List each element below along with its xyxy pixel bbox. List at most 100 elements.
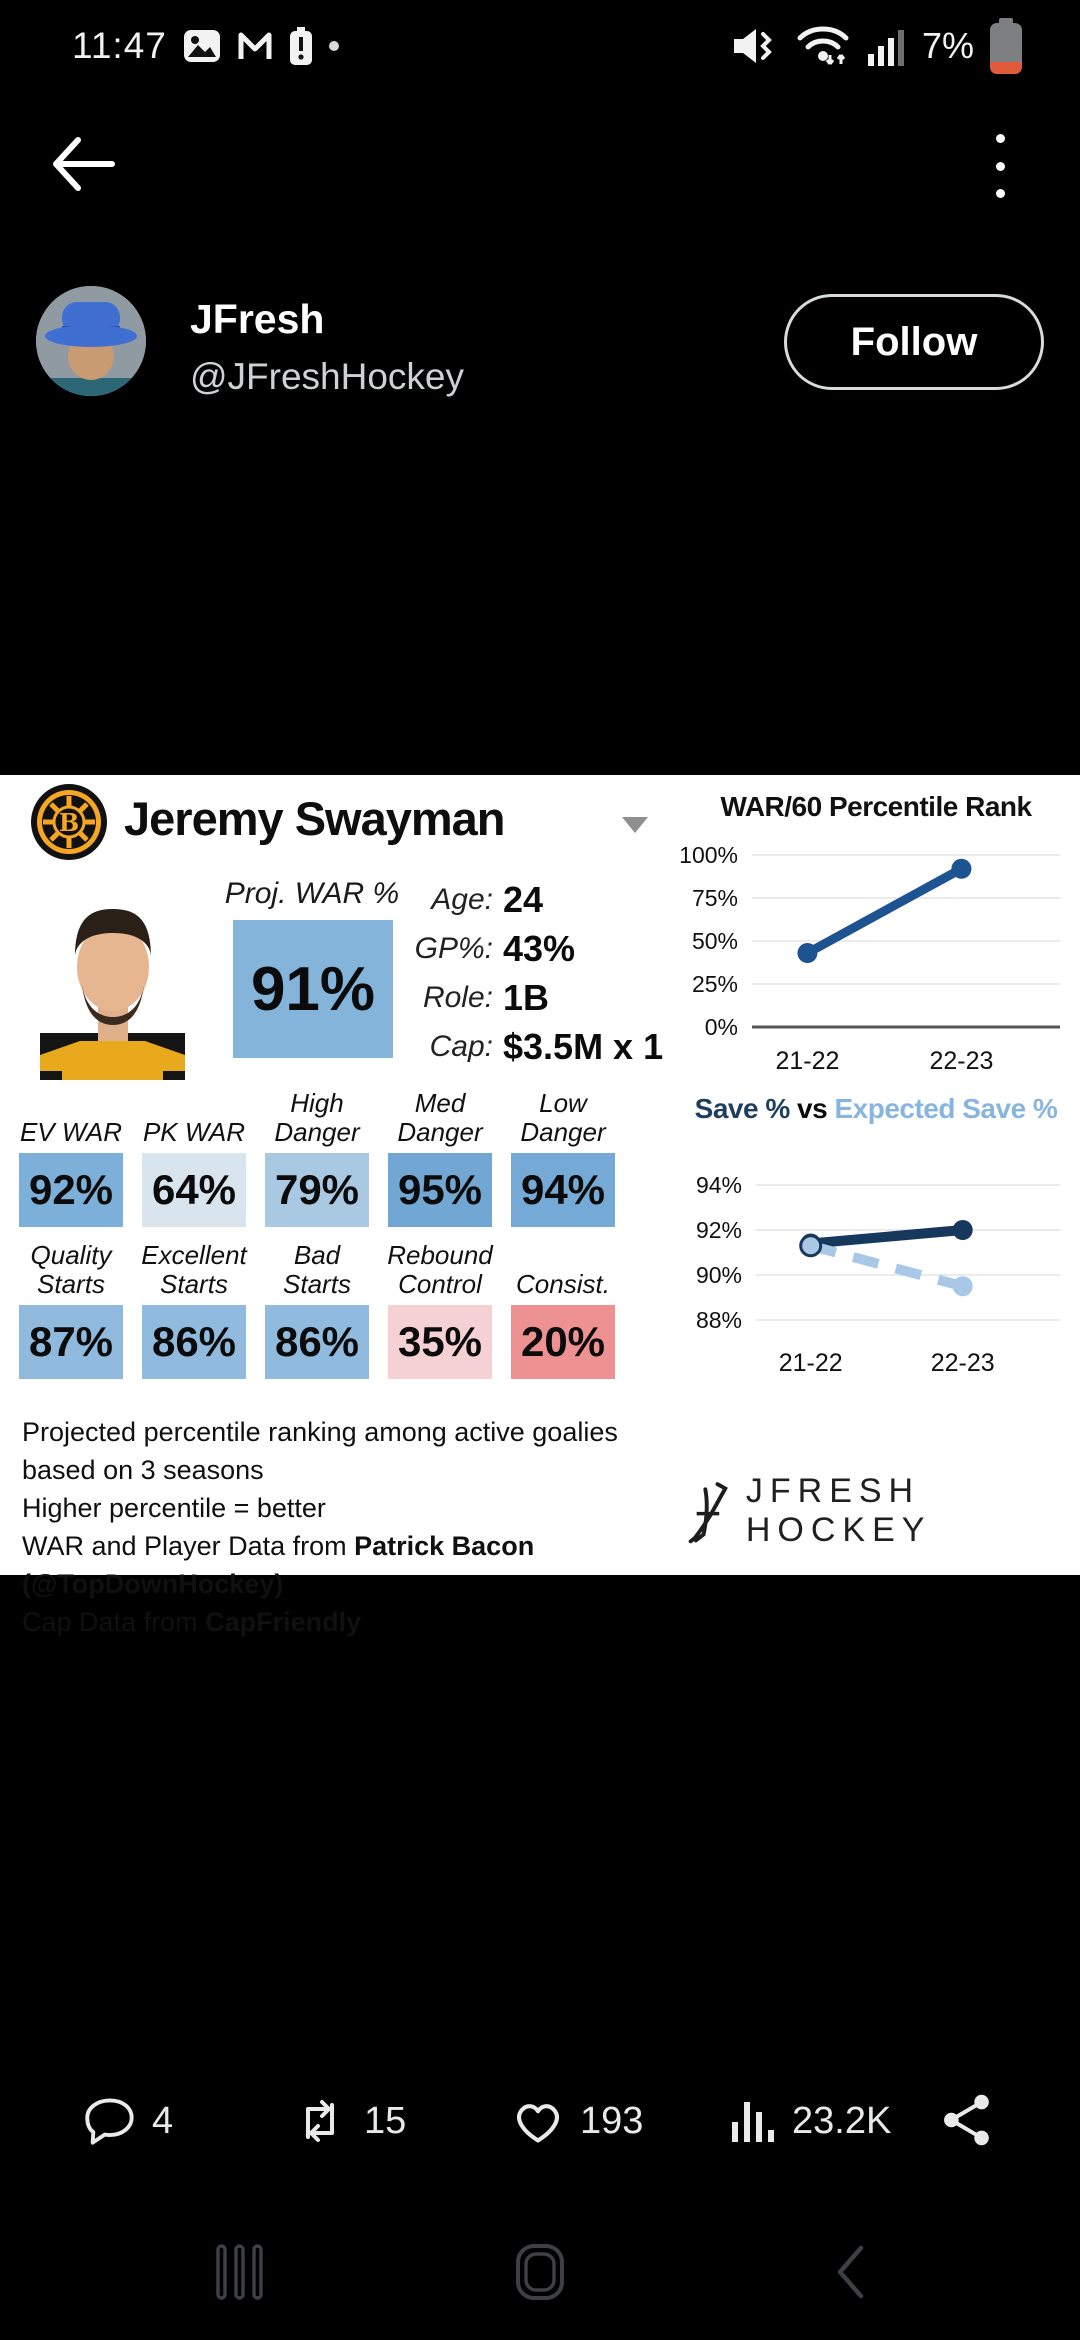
stat-value-box: 92% xyxy=(19,1153,123,1227)
proj-war-value: 91% xyxy=(233,920,393,1058)
home-button[interactable] xyxy=(500,2232,580,2312)
stat-label: Consist. xyxy=(516,1269,610,1299)
footnote-line: Higher percentile = better xyxy=(22,1493,326,1523)
more-options-button[interactable] xyxy=(980,128,1020,204)
bio-row-gp: GP%: 43% xyxy=(405,928,675,974)
chart-title: WAR/60 Percentile Rank xyxy=(720,791,1032,822)
svg-text:75%: 75% xyxy=(692,885,738,911)
back-button[interactable] xyxy=(48,132,120,196)
stat-label: Bad Starts xyxy=(283,1240,351,1299)
kebab-dot xyxy=(995,189,1005,198)
battery-low-icon xyxy=(990,18,1022,74)
svg-text:B: B xyxy=(59,808,79,837)
retweet-icon xyxy=(306,2100,334,2142)
nav-back-button[interactable] xyxy=(810,2232,890,2312)
svg-text:90%: 90% xyxy=(696,1262,742,1288)
author-handle[interactable]: @JFreshHockey xyxy=(190,356,465,397)
bio-value: 43% xyxy=(503,928,576,969)
gmail-notification-icon xyxy=(238,32,272,59)
kebab-dot xyxy=(995,161,1005,171)
author-name[interactable]: JFresh xyxy=(190,296,325,342)
share-button[interactable] xyxy=(940,2092,994,2148)
svg-text:94%: 94% xyxy=(696,1172,742,1198)
save-pct-chart: Save % vs Expected Save % 94% 92% 90% 88% 21-… xyxy=(680,1093,1072,1428)
reply-count: 4 xyxy=(152,2099,174,2142)
stat-label: High Danger xyxy=(274,1088,360,1147)
status-bar: 11:47 xyxy=(0,10,1080,82)
battery-percent: 7% xyxy=(921,25,974,66)
player-name: Jeremy Swayman xyxy=(124,792,506,845)
recents-icon xyxy=(216,2244,263,2300)
retweet-button[interactable]: 15 xyxy=(292,2096,406,2146)
footnote-line: WAR and Player Data from Patrick Bacon (… xyxy=(22,1531,535,1599)
stat-label: Quality Starts xyxy=(30,1240,112,1299)
stat-label: Excellent Starts xyxy=(141,1240,247,1299)
bio-row-age: Age: 24 xyxy=(405,879,675,925)
avatar-image xyxy=(36,286,146,396)
boston-bruins-logo: B xyxy=(31,784,107,860)
recents-button[interactable] xyxy=(200,2232,280,2312)
jfresh-logo-icon xyxy=(688,1482,728,1544)
view-count: 23.2K xyxy=(792,2099,892,2142)
gallery-notification-icon xyxy=(183,30,220,62)
chart-title: Save % vs Expected Save % xyxy=(694,1093,1058,1124)
views-button[interactable]: 23.2K xyxy=(730,2096,891,2146)
stat-value-box: 86% xyxy=(142,1305,246,1379)
bio-label: Cap: xyxy=(429,1030,493,1063)
svg-text:50%: 50% xyxy=(692,928,738,954)
retweet-count: 15 xyxy=(364,2099,407,2142)
bio-label: Age: xyxy=(431,883,493,916)
svg-text:21-22: 21-22 xyxy=(775,1047,839,1075)
back-arrow-icon xyxy=(53,137,115,191)
stat-value-box: 94% xyxy=(511,1153,615,1227)
bio-value: $3.5M x 1 xyxy=(503,1026,664,1067)
tweet-action-bar: 4 15 193 23.2K xyxy=(0,2082,1080,2166)
system-navigation-bar xyxy=(0,2232,1080,2312)
stat-value-box: 20% xyxy=(511,1305,615,1379)
player-photo xyxy=(30,875,195,1080)
like-button[interactable]: 193 xyxy=(512,2096,643,2146)
stats-row-1: EV WAR 92% PK WAR 64% High Danger 79% Med Dang… xyxy=(15,1089,675,1239)
share-icon xyxy=(944,2094,989,2146)
kebab-dot xyxy=(995,134,1005,143)
brand-text: JFRESH HOCKEY xyxy=(745,1472,932,1549)
svg-text:25%: 25% xyxy=(692,971,738,997)
brand-row: JFRESH HOCKEY xyxy=(688,1472,1072,1549)
like-count: 193 xyxy=(580,2099,644,2142)
footnote-line: Projected percentile ranking among activ… xyxy=(22,1417,618,1485)
stat-label: Low Danger xyxy=(520,1088,606,1147)
stat-label: Rebound Control xyxy=(387,1240,493,1299)
stat-value-box: 79% xyxy=(265,1153,369,1227)
wifi-arrows-icon xyxy=(797,26,849,65)
nav-back-icon xyxy=(837,2245,864,2299)
reply-button[interactable]: 4 xyxy=(84,2096,173,2146)
tweet-image[interactable]: B Jeremy Swayman Proj. WAR % 91% Age: 24… xyxy=(0,775,1080,1637)
proj-war-label: Proj. WAR % xyxy=(224,877,400,910)
clock: 11:47 xyxy=(72,25,167,66)
svg-text:22-23: 22-23 xyxy=(931,1349,995,1377)
bio-value: 1B xyxy=(503,977,550,1018)
footnotes: Projected percentile ranking among activ… xyxy=(22,1413,672,1641)
svg-text:100%: 100% xyxy=(680,842,738,868)
follow-button[interactable]: Follow xyxy=(784,294,1044,390)
stat-value-box: 95% xyxy=(388,1153,492,1227)
war60-chart: WAR/60 Percentile Rank 100% 75% 50% 25% 0% 21-… xyxy=(679,791,1072,1091)
stat-value-box: 87% xyxy=(19,1305,123,1379)
stat-label: PK WAR xyxy=(142,1117,246,1147)
signal-strength-icon xyxy=(867,30,904,66)
svg-text:21-22: 21-22 xyxy=(779,1349,843,1377)
svg-text:22-23: 22-23 xyxy=(929,1047,993,1075)
stat-value-box: 64% xyxy=(142,1153,246,1227)
stats-row-2: Quality Starts 87% Excellent Starts 86% Bad … xyxy=(15,1241,675,1391)
footnote-line: Cap Data from CapFriendly xyxy=(22,1607,362,1637)
svg-text:0%: 0% xyxy=(705,1014,738,1040)
notification-dot xyxy=(328,41,339,51)
avatar[interactable] xyxy=(36,286,146,396)
dropdown-caret-icon xyxy=(622,817,648,833)
vibrate-icon xyxy=(733,29,772,63)
bio-label: GP%: xyxy=(414,932,493,965)
stat-value-box: 86% xyxy=(265,1305,369,1379)
home-icon xyxy=(516,2244,564,2300)
svg-text:92%: 92% xyxy=(696,1217,742,1243)
